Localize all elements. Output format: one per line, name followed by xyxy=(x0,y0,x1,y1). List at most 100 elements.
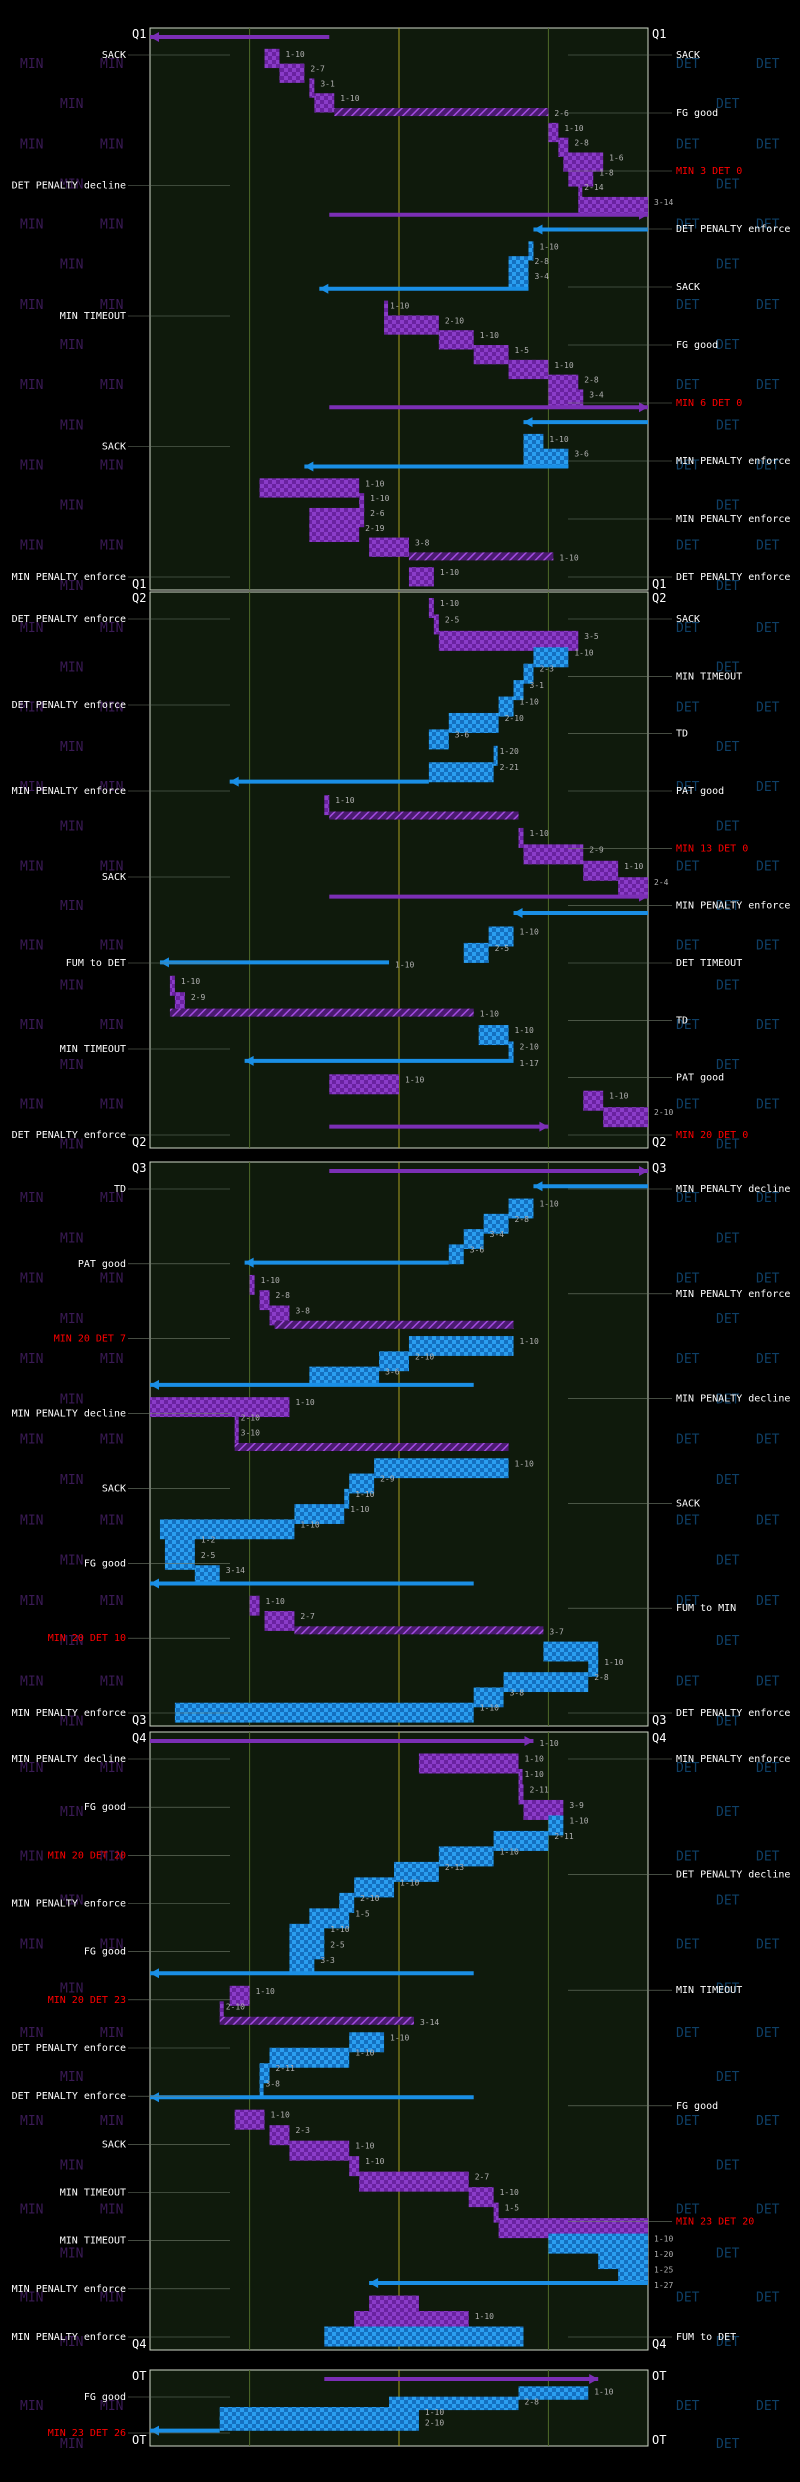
play-run: 3-3 xyxy=(289,1954,335,1975)
run-bar xyxy=(264,48,280,69)
watermark-det: DET xyxy=(756,218,780,233)
play-kick xyxy=(329,1121,549,1132)
event-annotation: SACK xyxy=(676,282,700,293)
run-bar xyxy=(493,1830,549,1851)
watermark-det: DET xyxy=(716,820,740,835)
run-bar xyxy=(269,1305,290,1326)
run-bar xyxy=(294,1504,345,1524)
pass-bar xyxy=(234,1443,509,1451)
play-run: 2-10 xyxy=(219,2417,444,2431)
run-bar xyxy=(174,992,185,1013)
down-distance-label: 1-20 xyxy=(500,747,519,756)
watermark-det: DET xyxy=(716,1893,740,1908)
play-run: 1-10 xyxy=(249,1274,280,1295)
down-distance-label: 3-6 xyxy=(455,730,470,739)
watermark-det: DET xyxy=(716,1231,740,1246)
watermark-det: DET xyxy=(676,2291,700,2306)
down-distance-label: 3-14 xyxy=(420,2018,439,2027)
run-bar xyxy=(324,795,330,816)
watermark-det: DET xyxy=(676,1018,700,1033)
event-annotation: TD xyxy=(676,1015,688,1026)
down-distance-label: 2-11 xyxy=(554,1832,573,1841)
watermark-min: MIN xyxy=(100,1352,123,1367)
play-run: 2-11 xyxy=(518,1784,549,1805)
watermark-min: MIN xyxy=(100,1433,123,1448)
watermark-min: MIN xyxy=(100,298,123,313)
play-return: 1-17 xyxy=(244,1055,539,1068)
down-distance-label: 1-10 xyxy=(271,2111,290,2120)
watermark-min: MIN xyxy=(60,1554,83,1569)
watermark-det: DET xyxy=(756,1272,780,1287)
arrow-head xyxy=(533,224,543,235)
watermark-min: MIN xyxy=(20,1513,43,1528)
run-bar xyxy=(309,78,315,98)
event-annotation: MIN PENALTY decline xyxy=(12,1409,126,1420)
watermark-min: MIN xyxy=(100,378,123,393)
watermark-min: MIN xyxy=(20,1594,43,1609)
arrow-head xyxy=(244,1055,254,1066)
play-run: 2-10 xyxy=(384,315,464,335)
down-distance-label: 1-5 xyxy=(515,346,530,355)
watermark-det: DET xyxy=(716,978,740,993)
event-annotation: SACK xyxy=(102,1483,126,1494)
run-bar xyxy=(384,300,389,320)
run-bar xyxy=(324,2326,524,2347)
watermark-det: DET xyxy=(756,1018,780,1033)
event-annotation: MIN TIMEOUT xyxy=(676,1985,742,1996)
watermark-det: DET xyxy=(676,700,700,715)
play-run: 1-10 xyxy=(264,48,305,69)
watermark-min: MIN xyxy=(100,2202,123,2217)
play-return xyxy=(513,908,648,919)
watermark-min: MIN xyxy=(60,338,83,353)
event-annotation: MIN PENALTY enforce xyxy=(12,786,126,797)
play-pass xyxy=(274,1320,514,1329)
arrow-head xyxy=(304,461,314,472)
pass-bar xyxy=(169,1008,474,1017)
watermark-det: DET xyxy=(756,859,780,874)
play-return xyxy=(533,1181,648,1192)
watermark-det: DET xyxy=(756,1098,780,1113)
watermark-min: MIN xyxy=(100,218,123,233)
run-bar xyxy=(234,1427,239,1448)
run-bar xyxy=(578,182,583,202)
watermark-det: DET xyxy=(676,539,700,554)
play-run: 3-6 xyxy=(448,1244,484,1265)
down-distance-label: 1-10 xyxy=(390,302,409,311)
down-distance-label: 3-14 xyxy=(226,1566,245,1575)
play-run: 2-14 xyxy=(578,182,604,202)
watermark-min: MIN xyxy=(20,1272,43,1287)
down-distance-label: 1-10 xyxy=(569,1816,588,1825)
down-distance-label: 2-10 xyxy=(425,2418,444,2427)
run-bar xyxy=(428,598,434,618)
event-annotation: DET TIMEOUT xyxy=(676,958,742,969)
play-run: 1-10 xyxy=(174,1702,499,1723)
run-bar xyxy=(418,1753,519,1774)
watermark-min: MIN xyxy=(60,2437,83,2452)
run-bar xyxy=(548,389,584,409)
watermark-det: DET xyxy=(756,57,780,72)
watermark-min: MIN xyxy=(100,1761,123,1776)
play-run: 2-5 xyxy=(289,1939,345,1960)
watermark-det: DET xyxy=(756,378,780,393)
arrow-head xyxy=(639,1166,648,1176)
down-distance-label: 1-10 xyxy=(181,977,200,986)
score-annotation: MIN 3 DET 0 xyxy=(676,166,742,177)
play-return xyxy=(229,776,429,787)
down-distance-label: 1-10 xyxy=(475,2312,494,2321)
down-distance-label: 1-10 xyxy=(539,1739,558,1748)
watermark-min: MIN xyxy=(100,621,123,636)
run-bar xyxy=(588,1656,599,1677)
watermark-min: MIN xyxy=(60,2247,83,2262)
down-distance-label: 1-10 xyxy=(266,1597,285,1606)
play-run: 1-10 xyxy=(294,1504,370,1524)
play-return xyxy=(150,32,330,42)
play-pass: 1-10 xyxy=(169,1008,499,1019)
watermark-min: MIN xyxy=(20,2399,43,2414)
watermark-min: MIN xyxy=(60,177,83,192)
watermark-det: DET xyxy=(676,621,700,636)
event-annotation: MIN TIMEOUT xyxy=(60,311,126,322)
watermark-min: MIN xyxy=(60,1715,83,1730)
score-annotation: MIN 23 DET 26 xyxy=(48,2428,126,2439)
play-pass: 3-7 xyxy=(294,1626,564,1636)
watermark-det: DET xyxy=(756,539,780,554)
